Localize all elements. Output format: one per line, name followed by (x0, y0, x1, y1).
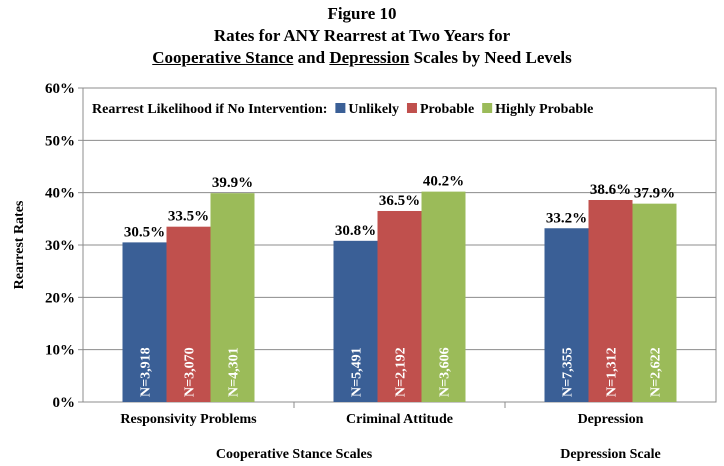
data-label: 36.5% (379, 193, 420, 209)
subtitle-depression: Depression (329, 48, 410, 67)
y-tick-label: 40% (45, 186, 75, 202)
y-tick-label: 0% (53, 395, 76, 411)
legend-entry-highly-probable: Highly Probable (495, 102, 593, 117)
bar-unlikely (333, 240, 378, 402)
data-label: 30.8% (335, 223, 376, 239)
subtitle-rest: Scales by Need Levels (409, 48, 572, 67)
legend-entry-unlikely: Unlikely (348, 102, 399, 117)
chart-title: Rates for ANY Rearrest at Two Years for (213, 26, 511, 45)
n-label: N=2,192 (394, 347, 409, 397)
group-label-cooperative-stance: Cooperative Stance Scales (216, 447, 373, 462)
legend-swatch-unlikely (335, 103, 346, 113)
y-tick-label: 50% (45, 133, 75, 149)
y-axis-title: Rearrest Rates (12, 200, 27, 289)
x-tick-label: Responsivity Problems (120, 412, 257, 427)
legend-title: Rearrest Likelihood if No Intervention: (92, 102, 327, 117)
bar-probable (166, 226, 211, 402)
data-label: 30.5% (124, 224, 165, 240)
y-tick-label: 20% (45, 290, 75, 306)
data-label: 37.9% (634, 186, 675, 202)
bar-highly-probable (421, 191, 466, 402)
legend-swatch-highly-probable (482, 103, 493, 113)
bar-unlikely (544, 228, 589, 402)
n-label: N=2,622 (649, 347, 664, 397)
bar-highly-probable (632, 203, 677, 402)
n-label: N=3,918 (139, 347, 154, 397)
bar-unlikely (122, 242, 167, 402)
chart-subtitle: Cooperative Stance and Depression Scales… (0, 48, 724, 68)
legend-swatch-probable (406, 103, 417, 113)
bar-probable (377, 210, 422, 402)
y-tick-label: 60% (45, 81, 75, 97)
y-tick-label: 10% (45, 343, 75, 359)
n-label: N=7,355 (561, 347, 576, 397)
n-label: N=3,070 (183, 347, 198, 397)
n-label: N=1,312 (605, 347, 620, 397)
group-label-depression: Depression Scale (560, 447, 660, 462)
n-label: N=5,491 (350, 347, 365, 397)
subtitle-and: and (293, 48, 330, 67)
data-label: 38.6% (590, 182, 631, 198)
x-tick-label: Depression (578, 412, 644, 427)
n-label: N=3,606 (438, 347, 453, 397)
data-label: 33.5% (168, 209, 209, 225)
y-tick-label: 30% (45, 238, 75, 254)
subtitle-cooperative-stance: Cooperative Stance (152, 48, 294, 67)
n-label: N=4,301 (227, 347, 242, 397)
bar-highly-probable (210, 193, 255, 402)
data-label: 39.9% (212, 175, 253, 191)
legend-entry-probable: Probable (420, 102, 474, 117)
x-tick-label: Criminal Attitude (346, 412, 453, 427)
figure-label: Figure 10 (327, 4, 397, 23)
data-label: 33.2% (546, 210, 587, 226)
bar-probable (588, 199, 633, 402)
data-label: 40.2% (423, 174, 464, 190)
